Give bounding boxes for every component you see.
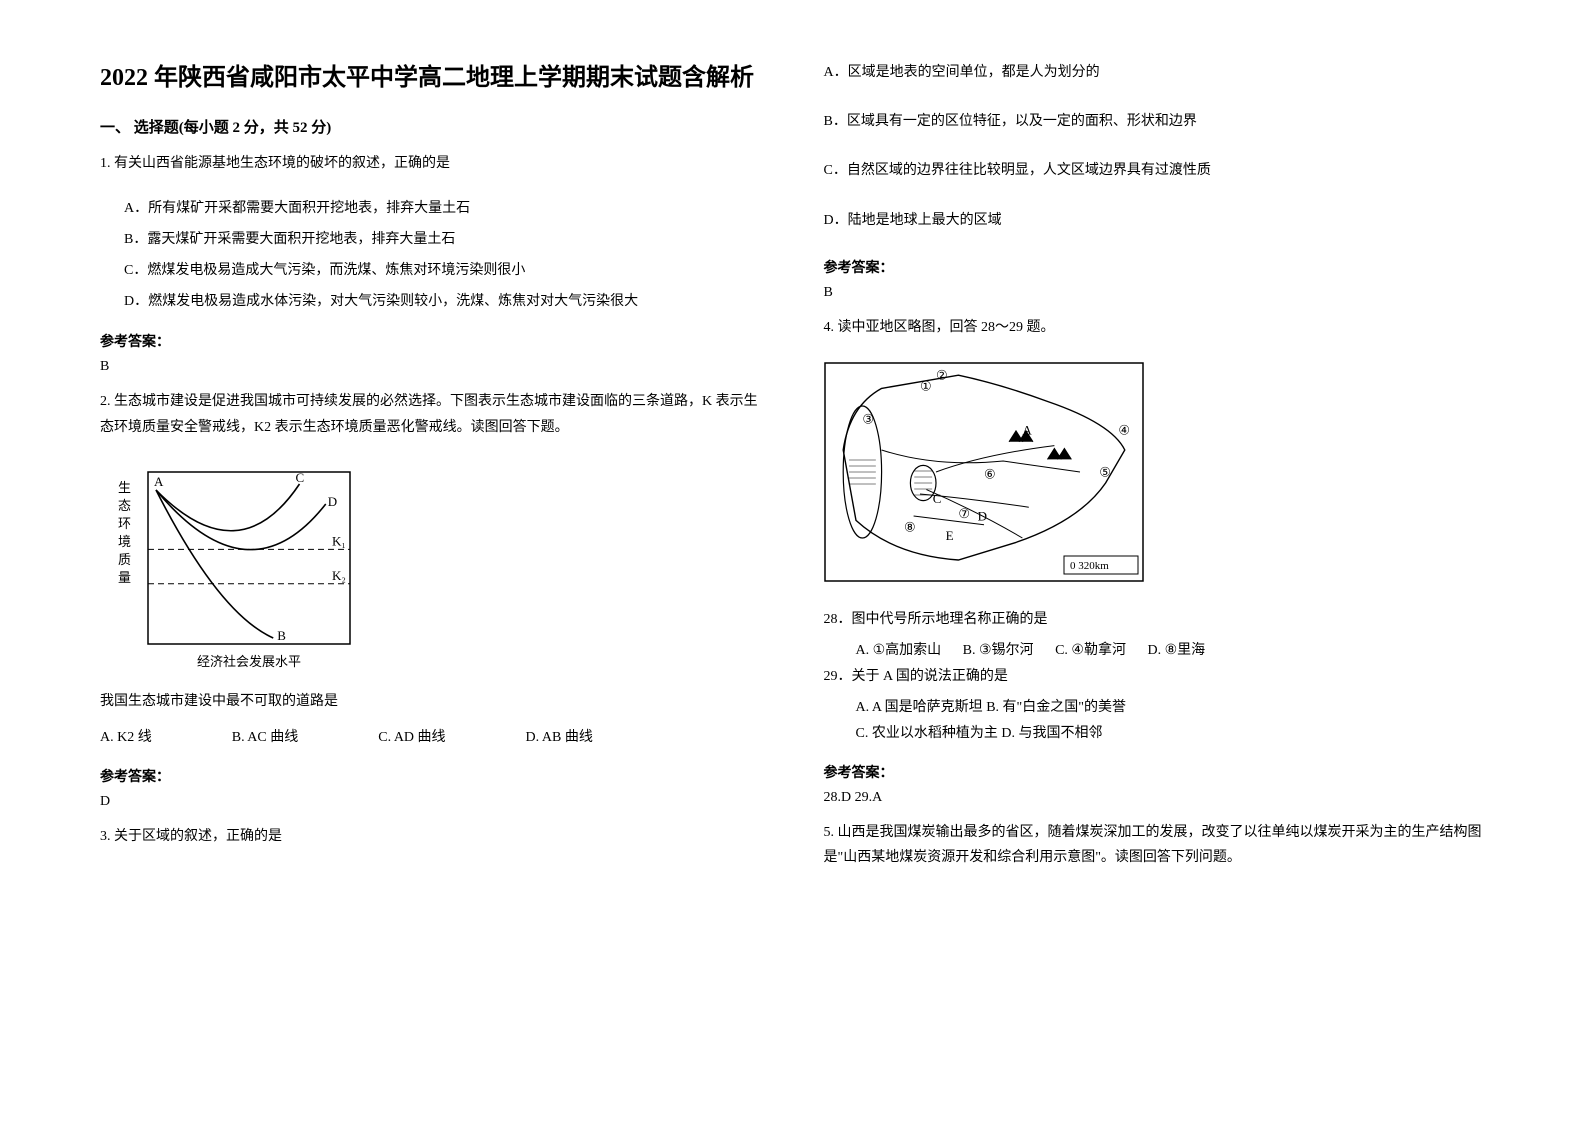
svg-text:C: C [932, 491, 941, 506]
svg-text:④: ④ [1118, 423, 1130, 438]
q2-option-d: D. AB 曲线 [526, 724, 593, 752]
q1-option-d: D．燃煤发电极易造成水体污染，对大气污染则较小，洗煤、炼焦对对大气污染很大 [100, 287, 764, 318]
q1-answer: B [100, 359, 764, 375]
q4-sub28-c: C. ④勒拿河 [1055, 643, 1126, 658]
q2-option-b: B. AC 曲线 [232, 724, 299, 752]
q4-sub28-b: B. ③锡尔河 [963, 643, 1034, 658]
svg-text:A: A [154, 474, 164, 489]
q5-stem: 5. 山西是我国煤炭输出最多的省区，随着煤炭深加工的发展，改变了以往单纯以煤炭开… [824, 820, 1488, 870]
q4-answer: 28.D 29.A [824, 790, 1488, 806]
central-asia-map-svg: ①② ③ ④ ⑤ ⑥ ⑦ ⑧ A C D E 0 320km [824, 362, 1144, 582]
svg-text:A: A [1022, 423, 1032, 438]
q3-option-c: C．自然区域的边界往往比较明显，人文区域边界具有过渡性质 [824, 158, 1488, 183]
svg-text:经济社会发展水平: 经济社会发展水平 [197, 654, 301, 669]
page-title: 2022 年陕西省咸阳市太平中学高二地理上学期期末试题含解析 [100, 60, 764, 96]
q2-options: A. K2 线 B. AC 曲线 C. AD 曲线 D. AB 曲线 [100, 724, 764, 752]
section-header: 一、 选择题(每小题 2 分，共 52 分) [100, 116, 764, 137]
svg-text:K₁: K₁ [332, 533, 346, 548]
svg-text:D: D [977, 508, 986, 523]
q2-option-c: C. AD 曲线 [378, 724, 445, 752]
svg-text:③: ③ [862, 412, 874, 427]
left-column: 2022 年陕西省咸阳市太平中学高二地理上学期期末试题含解析 一、 选择题(每小… [100, 60, 764, 1062]
q2-chart: 生态环境质量经济社会发展水平 K₁ K₂ A C D B [100, 462, 764, 677]
svg-text:环: 环 [118, 516, 131, 531]
q3-answer: B [824, 285, 1488, 301]
svg-text:①: ① [920, 379, 932, 394]
svg-text:⑤: ⑤ [1099, 464, 1111, 479]
svg-text:B: B [277, 628, 286, 643]
svg-text:②: ② [936, 368, 948, 383]
q4-sub29-stem: 29．关于 A 国的说法正确的是 [824, 664, 1488, 691]
svg-text:质: 质 [118, 552, 131, 567]
svg-text:E: E [945, 528, 953, 543]
q1-option-b: B．露天煤矿开采需要大面积开挖地表，排弃大量土石 [100, 225, 764, 256]
q1-answer-label: 参考答案： [100, 331, 764, 351]
svg-text:量: 量 [118, 570, 131, 585]
svg-text:境: 境 [118, 534, 131, 549]
q4-sub28-stem: 28．图中代号所示地理名称正确的是 [824, 607, 1488, 634]
q2-answer-label: 参考答案： [100, 766, 764, 786]
q2-stem: 2. 生态城市建设是促进我国城市可持续发展的必然选择。下图表示生态城市建设面临的… [100, 389, 764, 439]
q4-sub29-cd: C. 农业以水稻种植为主 D. 与我国不相邻 [824, 721, 1488, 748]
q3-option-b: B．区域具有一定的区位特征，以及一定的面积、形状和边界 [824, 109, 1488, 134]
svg-text:K₂: K₂ [332, 568, 346, 583]
q2-option-a: A. K2 线 [100, 724, 152, 752]
svg-text:D: D [328, 494, 337, 509]
q2-subquestion: 我国生态城市建设中最不可取的道路是 [100, 689, 764, 714]
svg-text:生: 生 [118, 480, 131, 495]
q1-stem: 1. 有关山西省能源基地生态环境的破坏的叙述，正确的是 [100, 151, 764, 176]
q4-sub28-options: A. ①高加索山 B. ③锡尔河 C. ④勒拿河 D. ⑧里海 [824, 638, 1488, 665]
eco-chart-svg: 生态环境质量经济社会发展水平 K₁ K₂ A C D B [100, 462, 360, 672]
svg-text:⑦: ⑦ [958, 506, 970, 521]
q3-option-a: A．区域是地表的空间单位，都是人为划分的 [824, 60, 1488, 85]
q4-answer-label: 参考答案： [824, 762, 1488, 782]
q3-option-d: D．陆地是地球上最大的区域 [824, 208, 1488, 233]
q4-sub28-a: A. ①高加索山 [856, 643, 942, 658]
right-column: A．区域是地表的空间单位，都是人为划分的 B．区域具有一定的区位特征，以及一定的… [824, 60, 1488, 1062]
q1-option-a: A．所有煤矿开采都需要大面积开挖地表，排弃大量土石 [100, 194, 764, 225]
q3-answer-label: 参考答案： [824, 257, 1488, 277]
svg-text:态: 态 [118, 498, 131, 513]
q1-option-c: C．燃煤发电极易造成大气污染，而洗煤、炼焦对环境污染则很小 [100, 256, 764, 287]
svg-text:C: C [296, 470, 305, 485]
svg-text:⑧: ⑧ [904, 519, 916, 534]
q4-stem: 4. 读中亚地区略图，回答 28～29 题。 [824, 315, 1488, 340]
q4-sub29-ab: A. A 国是哈萨克斯坦 B. 有"白金之国"的美誉 [824, 695, 1488, 722]
q4-sub28-d: D. ⑧里海 [1147, 643, 1205, 658]
svg-text:0 320km: 0 320km [1070, 560, 1109, 572]
q4-map: ①② ③ ④ ⑤ ⑥ ⑦ ⑧ A C D E 0 320km [824, 362, 1488, 587]
svg-text:⑥: ⑥ [984, 467, 996, 482]
q3-stem: 3. 关于区域的叙述，正确的是 [100, 824, 764, 849]
q2-answer: D [100, 794, 764, 810]
